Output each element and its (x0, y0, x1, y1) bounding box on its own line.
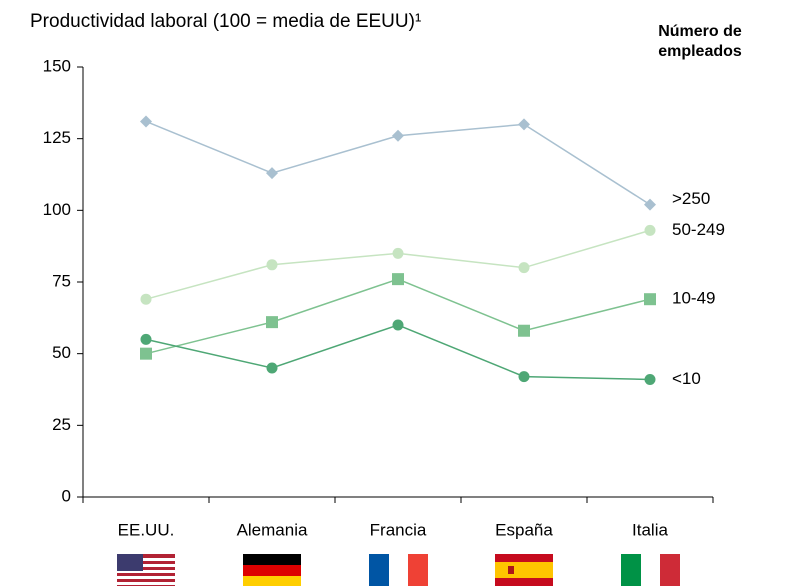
chart-title: Productividad laboral (100 = media de EE… (30, 11, 421, 32)
series-line (145, 324, 651, 381)
marker (644, 198, 656, 211)
marker (266, 362, 278, 374)
y-tick-label: 25 (52, 415, 71, 434)
y-tick-label: 150 (43, 56, 71, 75)
flag-it (621, 554, 680, 586)
series-line (145, 229, 651, 300)
flag-fr (369, 554, 428, 586)
flag-de (243, 554, 301, 586)
marker (266, 167, 278, 180)
flag-es (495, 554, 553, 586)
y-tick-label: 100 (43, 200, 71, 219)
marker (644, 373, 656, 385)
x-tick-label: Alemania (237, 520, 308, 539)
y-tick-label: 50 (52, 343, 71, 362)
marker (392, 319, 404, 331)
marker (518, 262, 530, 274)
x-tick-label: EE.UU. (118, 520, 175, 539)
marker (140, 293, 152, 305)
marker (140, 333, 152, 345)
series-label: 50-249 (672, 220, 725, 239)
series-label: <10 (672, 369, 701, 388)
series-label: 10-49 (672, 289, 715, 308)
marker (266, 316, 278, 329)
flags (117, 554, 680, 586)
marker (140, 347, 152, 360)
marker (140, 115, 152, 128)
legend-title: empleados (658, 43, 742, 60)
series-line (145, 278, 651, 355)
marker (392, 129, 404, 142)
legend-title: Número de (658, 23, 742, 40)
y-tick-label: 0 (62, 486, 71, 505)
x-tick-label: Francia (370, 520, 427, 539)
marker (392, 273, 404, 286)
marker (266, 259, 278, 271)
y-tick-label: 125 (43, 128, 71, 147)
marker (644, 293, 656, 306)
x-tick-label: España (495, 520, 553, 539)
series-label: >250 (672, 189, 710, 208)
flag-us (117, 554, 175, 586)
x-tick-label: Italia (632, 520, 668, 539)
marker (518, 371, 530, 383)
marker (518, 118, 530, 131)
marker (518, 324, 530, 337)
marker (644, 224, 656, 236)
y-tick-label: 75 (52, 271, 71, 290)
marker (392, 247, 404, 259)
